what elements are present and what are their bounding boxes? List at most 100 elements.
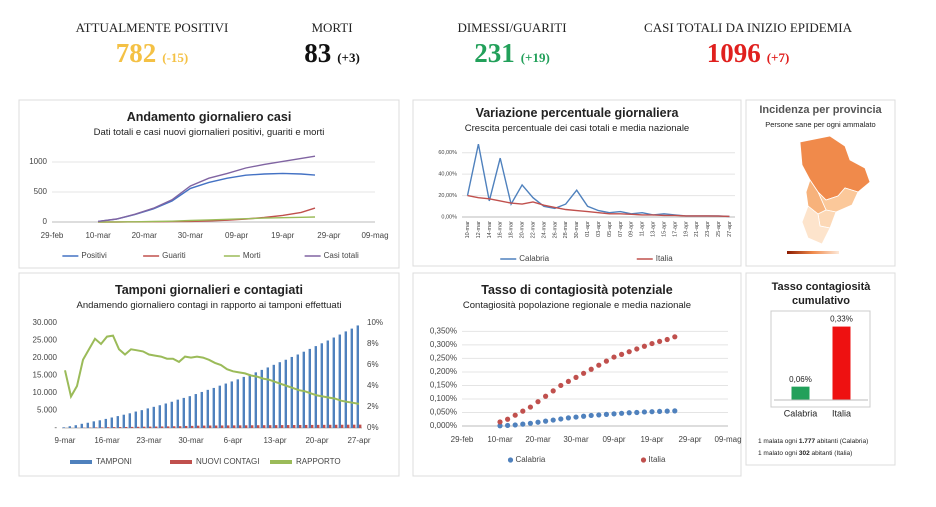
note-text: abitanti (Italia)	[810, 450, 853, 457]
x-tick-label: 09-mag	[361, 231, 388, 240]
bar	[95, 427, 98, 428]
bar	[212, 387, 215, 428]
bar	[80, 423, 83, 428]
x-tick-label: 16-mar	[498, 221, 504, 239]
chart-title: Tamponi giornalieri e contagiati	[115, 283, 303, 297]
bar	[149, 426, 152, 428]
bar	[320, 343, 323, 428]
y-tick-label: 60,00%	[438, 150, 457, 156]
bar	[269, 425, 272, 428]
kpi-label: CASI TOTALI DA INIZIO EPIDEMIA	[644, 20, 852, 35]
x-tick-label: 25-apr	[716, 221, 722, 237]
x-tick-label: 09-apr	[629, 221, 635, 237]
bar	[245, 425, 248, 428]
bar	[131, 426, 134, 428]
line	[467, 194, 730, 218]
point	[619, 351, 625, 357]
point	[664, 336, 670, 343]
panel	[18, 99, 400, 269]
kpi-delta: (+7)	[766, 50, 790, 65]
bar	[224, 383, 227, 428]
x-tick-label: 30-mar	[574, 221, 580, 239]
x-tick-label: 11-apr	[640, 221, 646, 237]
point	[543, 418, 549, 424]
x-tick-label: 17-apr	[672, 221, 678, 237]
bar	[329, 424, 332, 428]
x-tick-label: 19-apr	[683, 221, 689, 237]
bar	[101, 427, 104, 428]
bar	[242, 376, 245, 428]
x-tick-label: 27-apr	[727, 221, 733, 237]
y-tick-label: -	[54, 423, 57, 432]
bar	[191, 425, 194, 428]
bar	[107, 427, 110, 428]
x-tick-label: 6-apr	[224, 436, 243, 445]
bar	[350, 328, 353, 428]
chart-subtitle: Contagiosità popolazione regionale e med…	[462, 300, 692, 311]
bar	[137, 426, 140, 428]
bar	[119, 427, 122, 428]
x-tick-label: 18-mar	[509, 221, 515, 239]
point	[565, 378, 572, 385]
point	[641, 343, 648, 349]
point	[550, 417, 556, 423]
x-tick-label: 29-apr	[678, 435, 701, 444]
x-tick-label: 23-apr	[705, 221, 711, 237]
point	[520, 408, 526, 414]
x-tick-label: 14-mar	[487, 221, 493, 239]
point	[596, 412, 602, 418]
point	[611, 354, 617, 360]
bar	[359, 424, 362, 428]
x-tick-label: 26-mar	[552, 221, 558, 239]
x-tick-label: 13-apr	[651, 221, 657, 237]
bar	[170, 401, 173, 428]
line	[64, 334, 360, 405]
x-tick-label: 19-apr	[271, 231, 294, 240]
legend-label: Morti	[243, 251, 261, 260]
x-tick-label: Calabria	[784, 408, 818, 418]
x-tick-label: 13-apr	[263, 436, 286, 445]
x-tick-label: 20-mar	[132, 231, 158, 240]
legend-label: Calabria	[516, 455, 546, 464]
x-tick-label: 30-mar	[563, 435, 589, 444]
note: 1 malato ogni 302 abitanti (Italia)	[758, 450, 852, 457]
point	[657, 338, 663, 345]
y-tick-label: 0	[43, 217, 48, 226]
y-tick-label: 0,200%	[430, 367, 457, 376]
chart: 0,000% 0,050% 0,100% 0,150% 0,200% 0,250% 0,30…	[430, 327, 742, 465]
x-tick-label: 20-mar	[520, 221, 526, 239]
bar	[353, 424, 356, 428]
point	[535, 419, 541, 425]
bar	[221, 425, 224, 428]
bar	[98, 420, 101, 428]
calabria-map	[799, 135, 871, 245]
x-tick-label: 12-mar	[476, 221, 482, 239]
bar	[161, 426, 164, 428]
point	[565, 415, 572, 421]
point	[573, 374, 579, 380]
bar	[305, 424, 308, 428]
chart: 0,06% Calabria 0,33% Italia	[774, 315, 868, 418]
y-tick-label: 0,050%	[430, 408, 457, 417]
y-tick-label: 4%	[367, 381, 379, 390]
y-tick-label: 0,300%	[430, 340, 457, 349]
bar	[257, 425, 260, 428]
bar	[287, 425, 290, 428]
kpi-value: 83	[304, 38, 332, 68]
province	[801, 205, 831, 245]
map-legend	[787, 251, 839, 254]
chart-subtitle: Andamendo giornaliero contagi in rapport…	[76, 300, 342, 311]
bar	[110, 417, 113, 428]
bar	[338, 334, 341, 428]
point	[649, 340, 655, 347]
bar	[230, 381, 233, 428]
bar	[344, 331, 347, 428]
bar	[251, 425, 254, 428]
note-text: abitanti (Calabria)	[815, 438, 868, 445]
point	[527, 420, 534, 426]
point	[505, 422, 511, 429]
legend-swatch	[507, 457, 514, 463]
bar	[74, 425, 77, 428]
x-tick-label: 09-mag	[714, 435, 741, 444]
legend-label: Italia	[649, 455, 666, 464]
